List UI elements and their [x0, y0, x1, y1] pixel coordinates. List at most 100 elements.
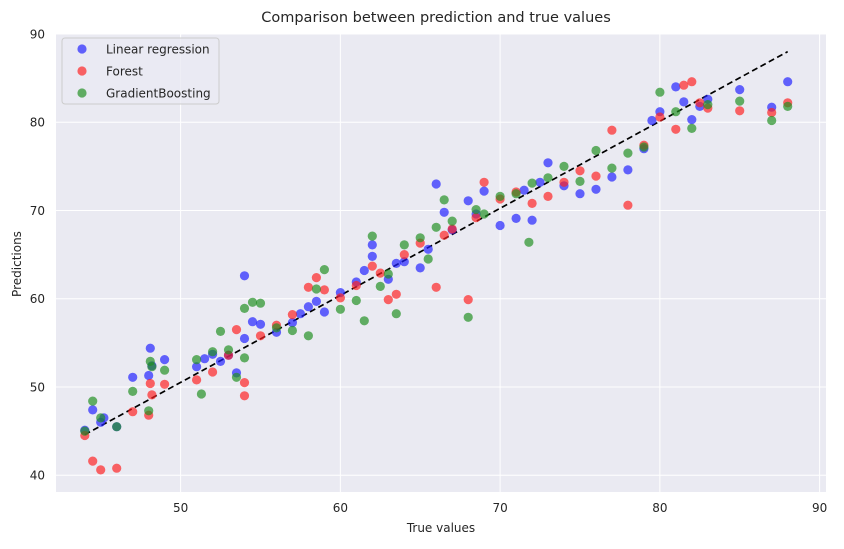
data-point-gradientboosting [208, 347, 218, 357]
data-point-gradientboosting [399, 240, 409, 250]
data-point-linear-regression [239, 333, 250, 344]
data-point-linear-regression [519, 185, 529, 195]
y-tick-label: 50 [30, 380, 45, 394]
data-point-gradientboosting [383, 269, 393, 279]
data-point-forest [543, 191, 553, 201]
data-point-forest [607, 125, 617, 135]
data-point-gradientboosting [112, 422, 122, 432]
data-point-forest [88, 456, 98, 466]
data-point-forest [311, 273, 321, 283]
data-point-forest [431, 282, 441, 292]
legend: Linear regression Forest GradientBoosting [61, 37, 220, 105]
data-point-gradientboosting [375, 281, 385, 291]
reference-line-layer [84, 50, 789, 436]
data-point-gradientboosting [623, 148, 633, 158]
data-point-gradientboosting [703, 100, 713, 110]
data-point-forest [559, 177, 569, 187]
data-point-gradientboosting [471, 205, 481, 215]
data-point-gradientboosting [271, 323, 282, 333]
data-point-linear-regression [303, 302, 313, 312]
data-point-linear-regression [535, 177, 545, 187]
x-tick-label: 60 [333, 501, 348, 515]
data-point-gradientboosting [655, 87, 665, 97]
data-point-gradientboosting [335, 304, 345, 314]
data-point-gradientboosting [192, 355, 202, 365]
legend-label: GradientBoosting [106, 87, 211, 101]
y-axis-label: Predictions [10, 231, 24, 297]
data-point-gradientboosting [607, 163, 617, 173]
data-point-forest [255, 331, 266, 341]
legend-marker [77, 44, 87, 54]
data-point-forest [96, 465, 106, 475]
data-point-forest [679, 80, 689, 90]
data-point-forest [687, 77, 697, 87]
data-point-gradientboosting [511, 189, 521, 199]
data-point-linear-regression [255, 319, 266, 329]
data-point-linear-regression [144, 370, 154, 381]
data-point-forest [287, 310, 297, 320]
data-point-forest [383, 295, 393, 305]
legend-label: Linear regression [106, 43, 210, 57]
data-point-forest [145, 378, 155, 389]
y-tick-label: 60 [30, 292, 45, 306]
data-point-gradientboosting [367, 231, 377, 241]
data-point-forest [231, 325, 242, 335]
data-point-gradientboosting [687, 123, 697, 133]
data-point-gradientboosting [391, 309, 401, 319]
data-point-linear-regression [575, 189, 585, 199]
data-point-forest [471, 213, 481, 223]
data-point-gradientboosting [575, 176, 585, 186]
data-point-gradientboosting [215, 326, 226, 336]
data-point-forest [623, 200, 633, 210]
data-point-gradientboosting [231, 372, 242, 382]
data-point-linear-regression [591, 184, 601, 194]
data-point-gradientboosting [463, 312, 473, 322]
data-point-linear-regression [88, 405, 98, 415]
data-point-linear-regression [527, 215, 537, 225]
data-point-gradientboosting [524, 237, 534, 247]
data-point-linear-regression [311, 296, 321, 306]
x-tick-label: 80 [652, 501, 667, 515]
data-point-forest [160, 379, 170, 389]
data-point-linear-regression [735, 85, 745, 95]
data-point-linear-regression [671, 82, 681, 92]
y-tick-label: 90 [30, 28, 45, 42]
data-point-gradientboosting [196, 389, 206, 399]
tick-labels: 50 60 70 80 90 40 50 60 70 80 90 [30, 28, 828, 516]
data-point-forest [527, 198, 537, 208]
data-point-gradientboosting [247, 297, 258, 307]
data-point-forest [319, 285, 329, 295]
data-point-forest [695, 98, 705, 108]
data-point-gradientboosting [160, 365, 170, 375]
data-point-gradientboosting [359, 316, 369, 326]
data-point-linear-regression [295, 309, 305, 319]
data-point-forest [735, 106, 745, 116]
data-point-forest [391, 289, 401, 299]
data-point-forest [479, 177, 489, 187]
data-point-forest [335, 293, 345, 303]
data-point-linear-regression [391, 258, 401, 268]
data-point-gradientboosting [96, 413, 106, 423]
data-point-forest [239, 391, 250, 401]
data-point-linear-regression [367, 240, 377, 250]
grid-lines [56, 33, 826, 492]
chart-title: Comparison between prediction and true v… [261, 10, 611, 26]
y-tick-label: 80 [30, 116, 45, 130]
data-point-gradientboosting [439, 195, 449, 205]
data-point-linear-regression [215, 356, 226, 366]
data-point-forest [399, 250, 409, 260]
data-point-linear-regression [415, 263, 425, 273]
data-point-forest [112, 463, 122, 473]
data-point-gradientboosting [415, 233, 425, 243]
data-point-forest [671, 124, 681, 134]
reference-line [84, 50, 789, 436]
data-point-linear-regression [423, 244, 433, 254]
data-point-linear-regression [319, 307, 329, 317]
data-point-gradientboosting [735, 96, 745, 106]
data-point-gradientboosting [239, 303, 250, 313]
data-point-linear-regression [463, 196, 473, 206]
data-point-gradientboosting [559, 161, 569, 171]
data-point-linear-regression [431, 179, 441, 189]
